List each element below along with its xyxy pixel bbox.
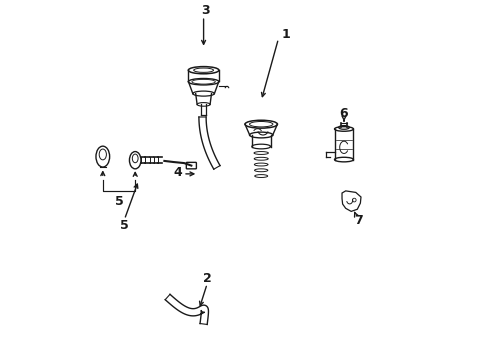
- Text: 3: 3: [201, 4, 210, 17]
- Text: 5: 5: [115, 195, 123, 208]
- Text: 5: 5: [120, 219, 129, 231]
- Text: 6: 6: [340, 107, 348, 120]
- Text: 2: 2: [203, 273, 212, 285]
- Text: 7: 7: [354, 214, 363, 227]
- Text: 4: 4: [173, 166, 182, 179]
- Text: 1: 1: [282, 28, 291, 41]
